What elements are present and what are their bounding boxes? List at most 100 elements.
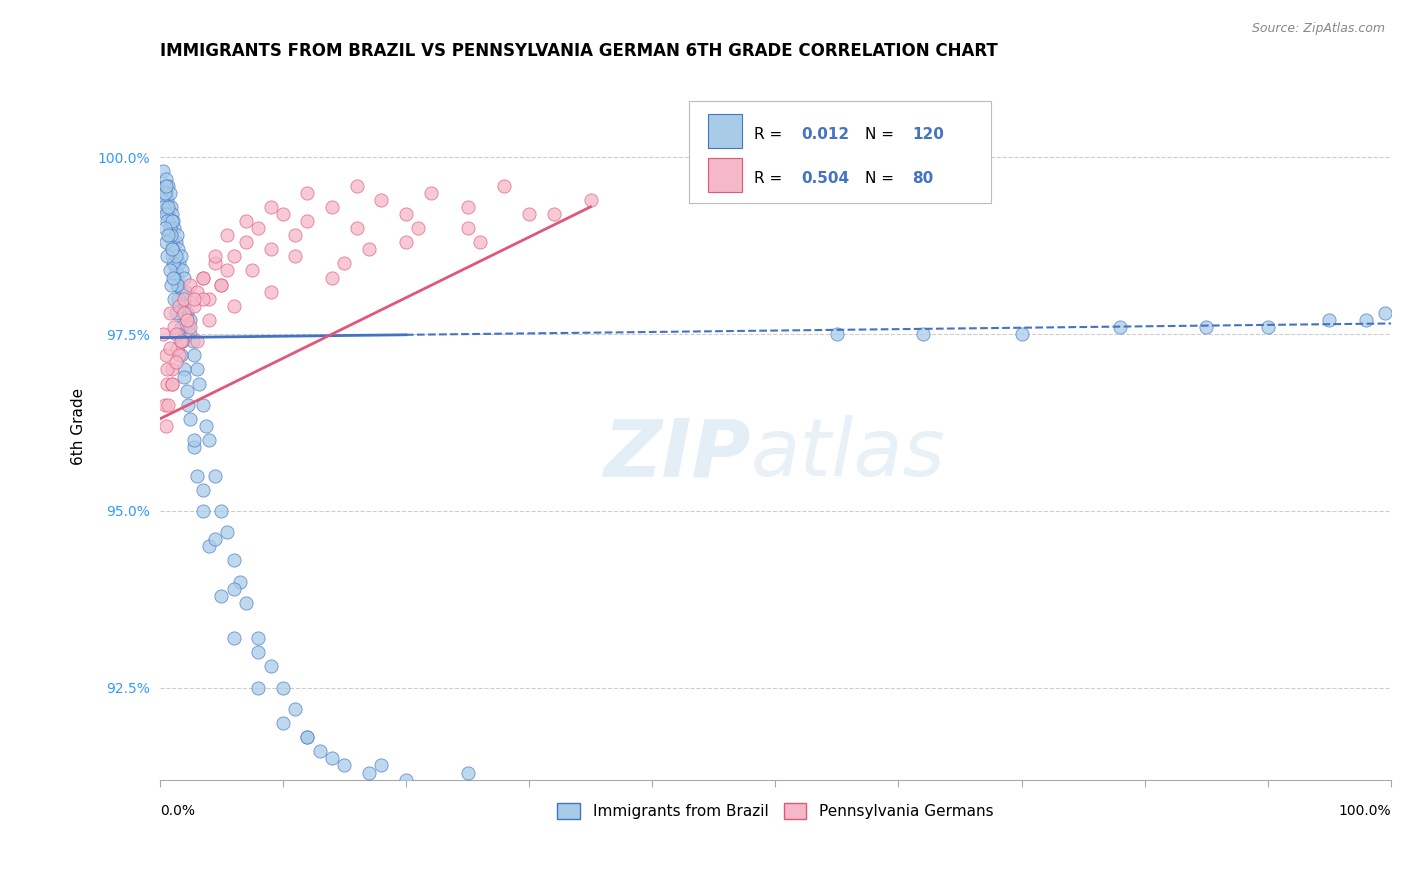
Point: [247, 221, 270, 235]
FancyBboxPatch shape: [707, 114, 742, 148]
Point: [177, 398, 200, 412]
Point: [186, 468, 208, 483]
Point: [186, 334, 208, 348]
Point: [297, 730, 319, 744]
Point: [1109, 320, 1132, 334]
Point: [162, 270, 184, 285]
Point: [174, 285, 197, 299]
Point: [181, 334, 204, 348]
Point: [191, 483, 214, 497]
Point: [222, 553, 245, 567]
Point: [346, 178, 368, 193]
Point: [406, 221, 429, 235]
Point: [155, 171, 177, 186]
Point: [209, 277, 232, 292]
Point: [153, 221, 176, 235]
Text: 0.012: 0.012: [801, 128, 849, 143]
Point: [370, 758, 392, 772]
Point: [170, 285, 193, 299]
Point: [457, 765, 479, 780]
Point: [222, 631, 245, 645]
Point: [159, 228, 181, 243]
Point: [183, 348, 205, 362]
Point: [157, 200, 180, 214]
Point: [494, 178, 516, 193]
Point: [183, 292, 205, 306]
Point: [204, 532, 226, 546]
Point: [188, 376, 211, 391]
Text: 0.0%: 0.0%: [160, 805, 194, 818]
Point: [222, 299, 245, 313]
Point: [159, 263, 181, 277]
Point: [235, 214, 257, 228]
Point: [159, 228, 181, 243]
Point: [155, 178, 177, 193]
Point: [167, 327, 190, 342]
Point: [162, 214, 184, 228]
Point: [209, 589, 232, 603]
Point: [191, 504, 214, 518]
Point: [156, 376, 179, 391]
Point: [333, 758, 356, 772]
Point: [222, 582, 245, 596]
Point: [165, 355, 187, 369]
Point: [176, 306, 198, 320]
Point: [170, 334, 193, 348]
Point: [156, 193, 179, 207]
Point: [163, 256, 186, 270]
Point: [198, 292, 221, 306]
Point: [159, 306, 181, 320]
Text: ZIP: ZIP: [603, 416, 751, 493]
Point: [177, 320, 200, 334]
Point: [165, 306, 187, 320]
Point: [160, 214, 183, 228]
Text: N =: N =: [865, 128, 898, 143]
FancyBboxPatch shape: [707, 159, 742, 193]
Point: [186, 285, 208, 299]
Point: [229, 574, 252, 589]
Point: [169, 249, 191, 263]
Point: [152, 327, 174, 342]
Point: [517, 207, 540, 221]
Point: [165, 263, 187, 277]
Point: [395, 235, 418, 249]
Point: [204, 256, 226, 270]
Point: [165, 327, 187, 342]
Point: [297, 214, 319, 228]
Point: [153, 398, 176, 412]
Point: [183, 440, 205, 454]
Point: [165, 249, 187, 263]
Point: [152, 200, 174, 214]
Point: [159, 221, 181, 235]
Point: [179, 320, 201, 334]
Point: [543, 207, 565, 221]
Point: [1195, 320, 1218, 334]
Point: [579, 193, 602, 207]
Point: [176, 313, 198, 327]
Point: [169, 348, 191, 362]
Point: [357, 242, 380, 256]
Point: [157, 398, 180, 412]
Point: [198, 433, 221, 447]
Point: [159, 277, 181, 292]
Point: [167, 292, 190, 306]
Point: [165, 235, 187, 249]
Point: [166, 270, 188, 285]
Point: [160, 376, 183, 391]
Point: [321, 200, 343, 214]
Point: [308, 744, 330, 758]
Point: [163, 270, 186, 285]
Point: [191, 270, 214, 285]
Point: [259, 242, 281, 256]
Point: [198, 313, 221, 327]
Text: atlas: atlas: [751, 416, 945, 493]
Point: [179, 327, 201, 342]
Point: [169, 348, 191, 362]
Point: [166, 277, 188, 292]
Point: [173, 299, 195, 313]
Point: [297, 186, 319, 200]
Point: [183, 433, 205, 447]
Point: [370, 193, 392, 207]
Point: [169, 334, 191, 348]
Point: [209, 277, 232, 292]
